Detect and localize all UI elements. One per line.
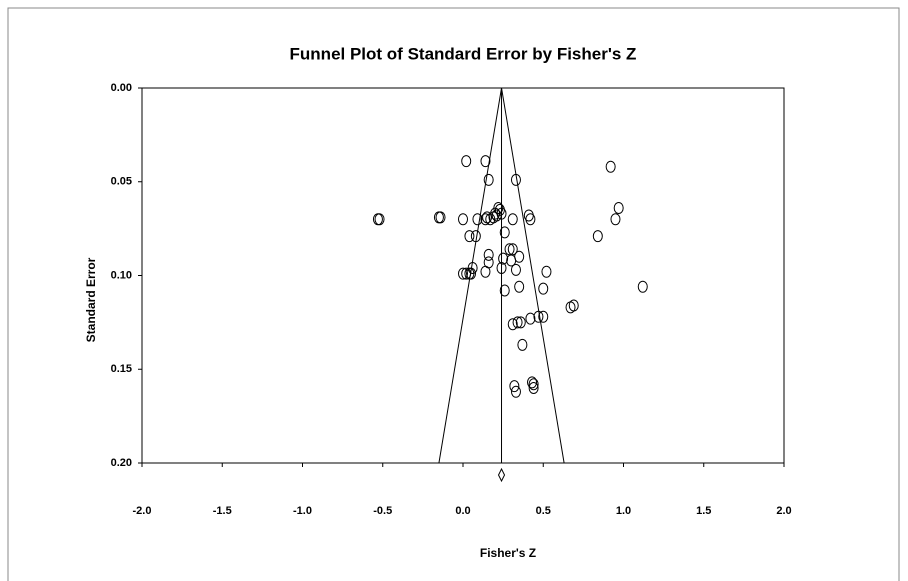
y-tick-label: 0.05 [111,176,132,188]
x-tick-label: 0.5 [536,505,551,517]
study-point [606,161,615,172]
study-point [481,156,490,167]
x-tick-label: -0.5 [373,505,392,517]
x-tick-label: 2.0 [776,505,791,517]
study-point [526,214,535,225]
x-tick-label: -1.0 [293,505,312,517]
chart-title: Funnel Plot of Standard Error by Fisher'… [290,44,637,63]
study-point [511,264,520,275]
x-tick-label: 1.0 [616,505,631,517]
study-point [526,313,535,324]
study-point [462,156,471,167]
study-point [638,281,647,292]
x-tick-label: -2.0 [133,505,152,517]
study-point [489,212,498,223]
x-axis-title: Fisher's Z [480,546,536,560]
y-tick-label: 0.10 [111,269,132,281]
study-point [518,339,527,350]
study-point [614,203,623,214]
study-point [515,281,524,292]
y-tick-label: 0.20 [111,457,132,469]
study-point [593,231,602,242]
study-point [539,283,548,294]
y-tick-label: 0.00 [111,82,132,94]
chart: Funnel Plot of Standard Error by Fisher'… [0,0,908,581]
funnel-line [502,88,565,463]
x-tick-label: 0.0 [455,505,470,517]
study-point [569,300,578,311]
study-point [484,174,493,185]
y-tick-label: 0.15 [111,363,132,375]
x-tick-label: 1.5 [696,505,711,517]
y-axis-title: Standard Error [84,257,98,342]
study-point [459,214,468,225]
x-tick-label: -1.5 [213,505,232,517]
study-point [611,214,620,225]
study-point [508,319,517,330]
study-point [481,266,490,277]
study-point [542,266,551,277]
plot-area [142,88,784,463]
study-point [508,214,517,225]
summary-diamond [499,469,505,481]
